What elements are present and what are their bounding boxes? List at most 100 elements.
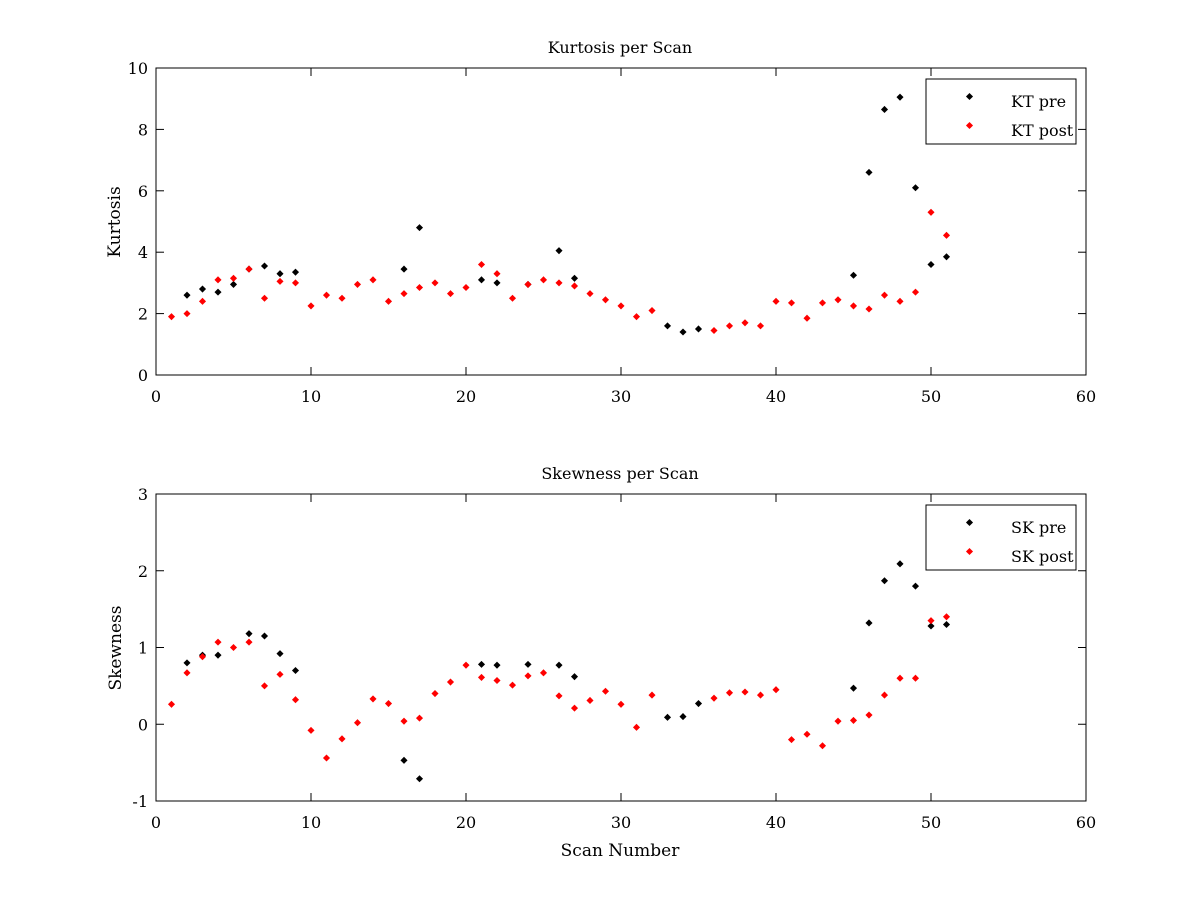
kurtosis-point-kt-post (493, 270, 501, 278)
kurtosis-legend-marker-kt-pre (965, 92, 974, 101)
kurtosis-point-kt-pre (911, 184, 920, 192)
kurtosis-point-kt-pre (415, 224, 424, 232)
skewness-point-sk-post (617, 700, 625, 708)
skewness-point-sk-post (570, 704, 579, 712)
kurtosis-y-tick-label: 2 (138, 305, 148, 324)
kurtosis-point-kt-pre (849, 271, 858, 279)
kurtosis-data-points (167, 93, 951, 336)
skewness-point-sk-post (338, 735, 346, 743)
skewness-point-sk-post (353, 719, 362, 727)
skewness-legend-marker-sk-post (965, 547, 974, 556)
kurtosis-legend-label-kt-pre: KT pre (1011, 92, 1066, 111)
kurtosis-point-kt-post (291, 279, 300, 287)
skewness-point-sk-post (555, 692, 563, 700)
kurtosis-y-tick-label: 0 (138, 366, 148, 385)
kurtosis-point-kt-post (648, 306, 656, 315)
kurtosis-x-tick-label: 60 (1076, 387, 1096, 406)
kurtosis-point-kt-pre (880, 105, 889, 113)
kurtosis-point-kt-post (462, 283, 470, 292)
kurtosis-legend-label-kt-post: KT post (1011, 121, 1074, 140)
skewness-point-sk-post (245, 638, 253, 646)
kurtosis-point-kt-post (725, 322, 734, 330)
skewness-x-axis-label: Scan Number (561, 841, 681, 861)
kurtosis-point-kt-pre (198, 285, 207, 293)
skewness-x-tick-label: 30 (611, 813, 631, 832)
kurtosis-x-tick-label: 10 (301, 387, 321, 406)
skewness-point-sk-post (927, 617, 935, 625)
skewness-point-sk-post (896, 674, 904, 682)
skewness-point-sk-pre (477, 660, 486, 668)
kurtosis-point-kt-post (183, 310, 191, 318)
kurtosis-point-kt-pre (555, 247, 563, 255)
kurtosis-point-kt-post (245, 265, 253, 273)
kurtosis-point-kt-pre (214, 288, 222, 296)
kurtosis-y-tick-label: 10 (128, 59, 148, 78)
skewness-x-tick-label: 0 (151, 813, 161, 832)
skewness-point-sk-post (198, 653, 207, 661)
skewness-point-sk-post (307, 726, 315, 734)
kurtosis-point-kt-pre (276, 270, 284, 278)
skewness-x-tick-label: 50 (921, 813, 941, 832)
kurtosis-point-kt-pre (183, 291, 191, 299)
skewness-x-tick-label: 40 (766, 813, 786, 832)
skewness-point-sk-pre (260, 632, 269, 640)
skewness-point-sk-post (400, 717, 408, 725)
skewness-chart: Skewness per Scan Skewness Scan Number 0… (106, 464, 1096, 861)
kurtosis-point-kt-post (446, 290, 455, 298)
kurtosis-point-kt-post (167, 313, 176, 321)
kurtosis-axes-frame (155, 67, 1087, 376)
skewness-point-sk-post (865, 711, 873, 719)
skewness-point-sk-pre (555, 661, 563, 669)
skewness-point-sk-post (601, 687, 610, 695)
kurtosis-point-kt-pre (927, 260, 935, 269)
kurtosis-x-tick-label: 50 (921, 387, 941, 406)
skewness-legend-label-sk-post: SK post (1011, 547, 1074, 566)
skewness-point-sk-post (803, 730, 811, 738)
kurtosis-point-kt-post (803, 314, 811, 322)
kurtosis-point-kt-post (307, 302, 315, 310)
skewness-point-sk-post (260, 682, 269, 690)
kurtosis-point-kt-post (756, 322, 765, 330)
kurtosis-point-kt-post (539, 276, 548, 284)
skewness-point-sk-post (834, 717, 842, 725)
kurtosis-point-kt-post (369, 276, 377, 284)
kurtosis-y-tick-label: 6 (138, 182, 148, 201)
kurtosis-point-kt-post (477, 260, 486, 269)
skewness-point-sk-post (229, 643, 238, 652)
skewness-point-sk-post (183, 669, 191, 677)
skewness-point-sk-pre (679, 713, 687, 721)
kurtosis-axes-ticks: 0 10 20 30 40 50 60 0 2 4 6 8 10 (128, 59, 1097, 406)
kurtosis-point-kt-post (880, 291, 889, 299)
kurtosis-legend-box (925, 78, 1077, 145)
kurtosis-x-tick-label: 0 (151, 387, 161, 406)
kurtosis-point-kt-pre (865, 168, 873, 176)
kurtosis-point-kt-pre (493, 279, 501, 287)
skewness-point-sk-post (477, 673, 486, 681)
skewness-point-sk-post (648, 691, 656, 699)
skewness-y-tick-label: 2 (138, 562, 148, 581)
skewness-point-sk-pre (694, 699, 703, 708)
kurtosis-point-kt-post (772, 297, 780, 305)
skewness-point-sk-pre (214, 651, 222, 659)
kurtosis-x-tick-label: 30 (611, 387, 631, 406)
kurtosis-point-kt-post (942, 231, 951, 239)
kurtosis-point-kt-post (276, 277, 284, 285)
skewness-point-sk-post (741, 688, 749, 696)
kurtosis-point-kt-post (198, 297, 207, 305)
skewness-point-sk-post (462, 661, 470, 669)
kurtosis-point-kt-post (322, 291, 331, 299)
kurtosis-chart-title: Kurtosis per Scan (548, 38, 692, 57)
skewness-x-tick-label: 60 (1076, 813, 1096, 832)
kurtosis-point-kt-post (911, 288, 920, 296)
kurtosis-point-kt-pre (400, 265, 408, 273)
skewness-point-sk-post (493, 676, 501, 685)
skewness-x-tick-label: 10 (301, 813, 321, 832)
skewness-point-sk-post (431, 690, 439, 698)
skewness-point-sk-post (539, 669, 548, 677)
kurtosis-point-kt-post (384, 297, 393, 305)
skewness-point-sk-post (942, 613, 951, 621)
kurtosis-point-kt-post (555, 279, 563, 287)
skewness-y-axis-label: Skewness (106, 605, 126, 690)
kurtosis-legend-marker-kt-post (965, 121, 974, 130)
